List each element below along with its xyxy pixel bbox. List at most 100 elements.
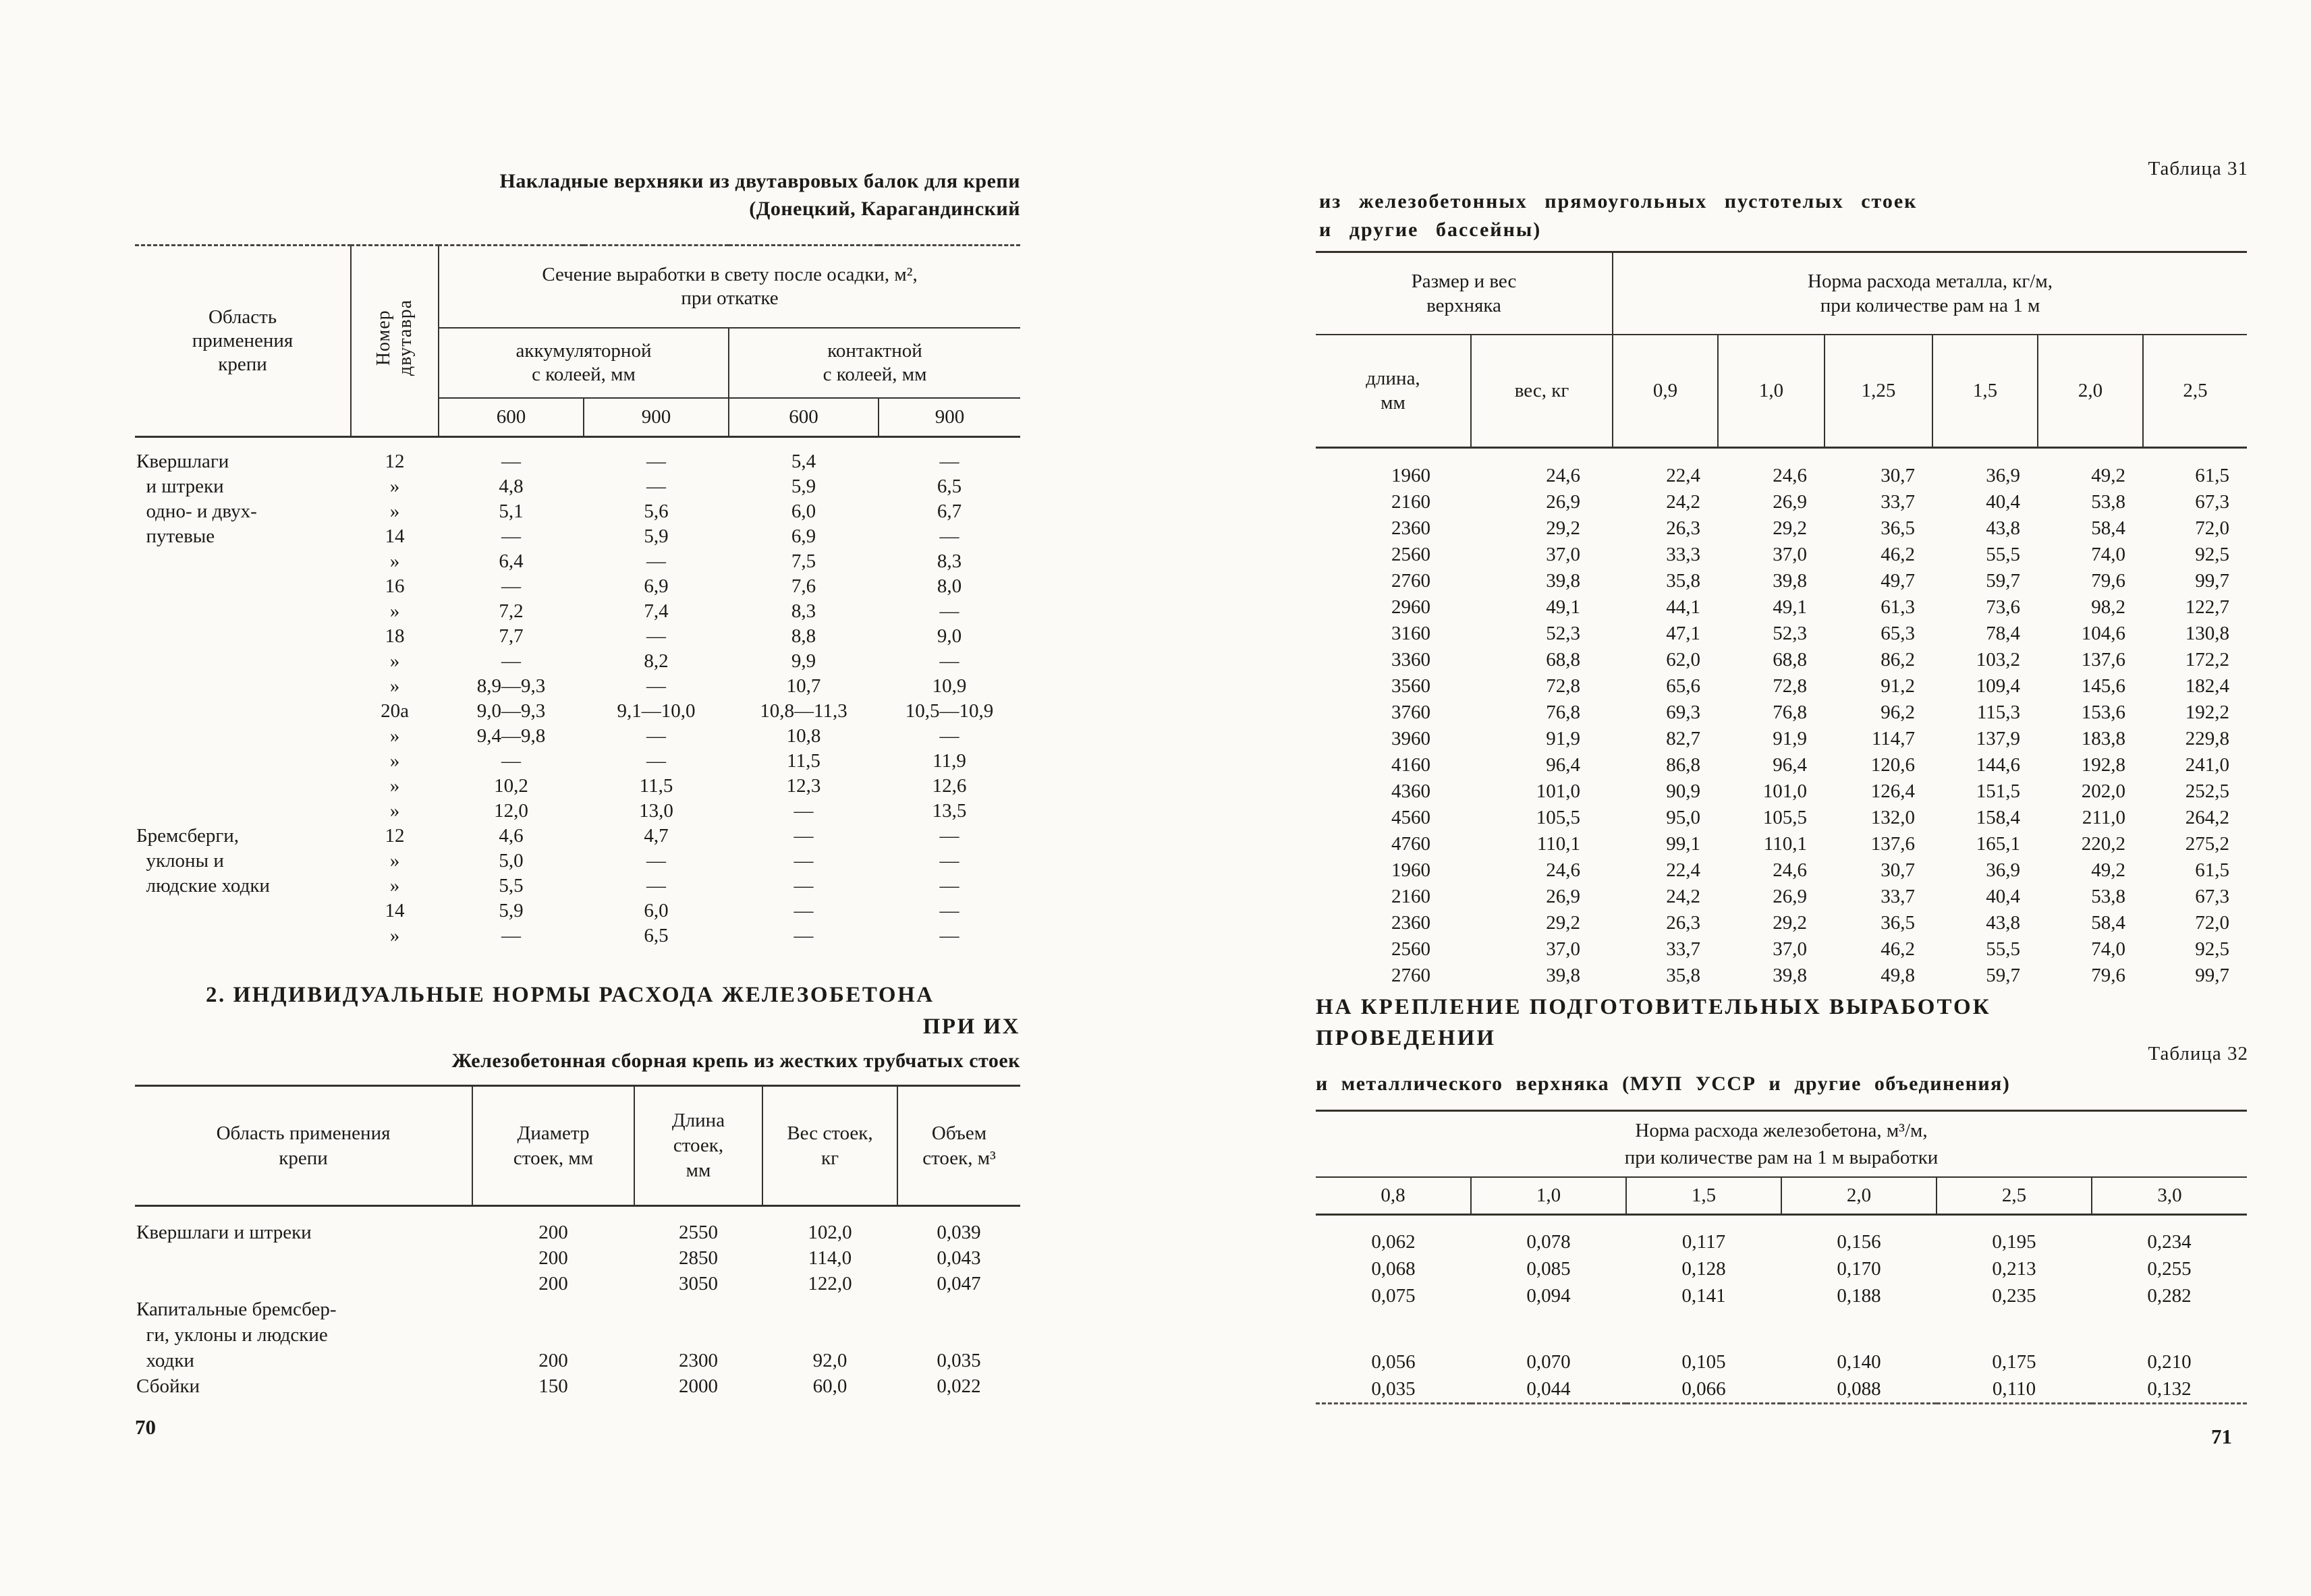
table-cell: 7,4 [644,600,669,622]
header-size-weight-group: Размер и вес верхняка [1316,252,1613,335]
table-cell: 65,6 [1666,675,1700,697]
table-cell: 79,6 [2091,570,2125,592]
table-cell: 252,5 [2185,780,2230,802]
table-cell: 150 [538,1375,568,1397]
table-cell: 220,2 [2081,833,2125,855]
table-row: одно- и двух- » 5,1 5,6 6,0 6,7 [135,499,1020,524]
table-row: путевые 14 — 5,9 6,9 — [135,524,1020,549]
table-cell: и штреки [136,476,224,497]
table-cell [135,624,351,649]
table-cell: 69,3 [1666,702,1700,723]
table-cell: 0,140 [1837,1351,1881,1373]
table-cell: 72,0 [2195,912,2230,934]
table-row: 14 5,9 6,0 — — [135,899,1020,923]
table-cell: 24,6 [1773,465,1807,486]
header-frames-2-0: 2,0 [2038,334,2144,448]
table-cell: 11,5 [787,750,820,772]
table-cell: 2560 [1391,544,1430,565]
table-cell: 9,1—10,0 [617,700,696,722]
table-cell: 98,2 [2091,596,2125,618]
table-cell: 2760 [1391,570,1430,592]
table-cell: 0,094 [1526,1285,1571,1307]
table-cell: — [501,525,521,547]
table-cell: 36,9 [1986,859,2020,881]
header-frames-1-5: 1,5 [1932,334,2038,448]
table-cell: 104,6 [2081,623,2125,644]
pillars-table-body: Квершлаги и штреки 200 2550 102,0 0,039 200 28… [135,1206,1020,1400]
table-row: 2760 39,8 35,8 39,8 49,7 59,7 79,6 99,7 [1316,568,2247,594]
table-cell: 6,0 [644,900,669,921]
table-cell: людские ходки [136,875,270,896]
table-cell: 8,3 [937,550,962,572]
table-cell: 29,2 [1546,517,1580,539]
table-cell: 24,2 [1666,491,1700,513]
table-cell: 46,2 [1881,938,1915,960]
table-row: » 9,4—9,8 — 10,8 — [135,724,1020,749]
table-cell [135,749,351,774]
table-cell: 96,4 [1546,754,1580,776]
table-cell: 192,8 [2081,754,2125,776]
table-cell: 0,188 [1837,1285,1881,1307]
table-cell: 7,2 [499,600,524,622]
table-row: Сбойки 150 2000 60,0 0,022 [135,1373,1020,1399]
table-cell: 47,1 [1666,623,1700,644]
table-cell: — [793,900,814,921]
table-cell [135,599,351,624]
table-cell: 0,068 [1371,1258,1416,1280]
table-cell: 59,7 [1986,570,2020,592]
table-cell: 5,9 [499,900,524,921]
table-cell: 103,2 [1976,649,2020,671]
table-cell: 137,6 [2081,649,2125,671]
header-weight: вес, кг [1471,334,1613,448]
table-cell: 9,4—9,8 [476,725,546,747]
table-cell: — [646,850,666,872]
table-cell: 6,5 [937,476,962,497]
table-cell: » [389,750,400,772]
table-cell: 86,2 [1881,649,1915,671]
header-frames-1-25: 1,25 [1825,334,1933,448]
table-cell: 12 [385,451,405,472]
table-cell: — [646,625,666,647]
table-cell: 14 [385,525,405,547]
table-cell: 37,0 [1773,938,1807,960]
table-cell: 8,8 [791,625,816,647]
table-cell: 35,8 [1666,570,1700,592]
header-frames-2-0: 2,0 [1781,1176,1937,1215]
table-row: » 6,4 — 7,5 8,3 [135,549,1020,574]
table-cell: 4360 [1391,780,1430,802]
table-row: Бремсберги, 12 4,6 4,7 — — [135,824,1020,849]
section2-heading: 2. ИНДИВИДУАЛЬНЫЕ НОРМЫ РАСХОДА ЖЕЛЕЗОБЕ… [135,979,1020,1043]
table-cell: 114,7 [1871,728,1915,749]
header-concrete-norm-title: Норма расхода железобетона, м³/м, при ко… [1316,1110,2248,1178]
table-cell: 12,3 [786,775,821,797]
table-cell: — [939,925,959,946]
table-row: » — — 11,5 11,9 [135,749,1020,774]
table-cell: 59,7 [1986,965,2020,986]
left-caption-line1: Накладные верхняки из двутавровых балок … [499,170,1020,192]
table-cell [135,574,351,599]
header-area: Область применения крепи [135,245,352,437]
table32-caption: и металлического верхняка (МУП УССР и др… [1316,1073,2011,1095]
header-frames-1-5: 1,5 [1626,1176,1782,1215]
header-frames-2-5: 2,5 [1937,1176,2092,1215]
table-cell: 96,2 [1881,702,1915,723]
table-cell: — [646,750,666,772]
table-cell: — [646,675,666,697]
table-cell: ходки [136,1350,194,1371]
table-cell: — [646,451,666,472]
table-cell: » [389,501,400,522]
table-row: ходки 200 2300 92,0 0,035 [135,1348,1020,1373]
table-cell: » [389,925,400,946]
table-cell: 183,8 [2081,728,2125,749]
table-cell: Бремсберги, [136,825,240,847]
table-cell: 6,4 [499,550,524,572]
table-cell: 33,3 [1666,544,1700,565]
header-norm-group: Норма расхода металла, кг/м, при количес… [1613,252,2248,335]
table-cell [135,1271,472,1296]
table-cell: 2360 [1391,912,1430,934]
beams-table-body: Квершлаги 12 — — 5,4 — и штреки » 4,8 — 5,9 6,5 од… [135,437,1020,949]
table-cell: 49,1 [1773,596,1807,618]
table-cell [472,1322,634,1348]
table-cell: 99,7 [2195,965,2230,986]
table-row: 2960 49,1 44,1 49,1 61,3 73,6 98,2 122,7 [1316,594,2247,621]
